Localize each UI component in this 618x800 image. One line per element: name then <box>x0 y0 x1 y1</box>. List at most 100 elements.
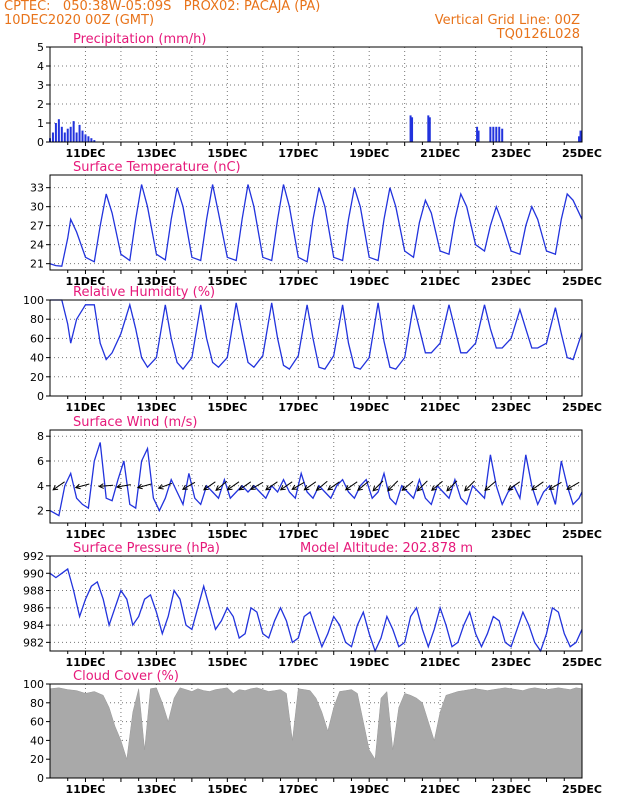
panel-title: Surface Temperature (nC) <box>73 160 241 175</box>
y-tick-label: 24 <box>30 239 44 252</box>
wind-arrow-shaft <box>316 480 328 491</box>
precip-bar <box>81 130 84 142</box>
y-tick-label: 100 <box>23 678 44 691</box>
precip-bar <box>495 126 498 142</box>
precip-bar <box>75 132 78 142</box>
x-tick-label: 17DEC <box>278 401 318 414</box>
y-tick-label: 2 <box>37 98 44 111</box>
panel-cloud-cover: 0 20 40 60 80 100 11DEC 13DEC 15DEC 17DEC 19DEC 21D… <box>23 669 602 796</box>
x-tick-label: 25DEC <box>562 783 602 796</box>
x-tick-label: 23DEC <box>491 656 531 669</box>
x-tick-label: 11DEC <box>65 147 105 160</box>
wind-arrow-head <box>303 485 310 491</box>
wind-arrow-shaft <box>357 480 369 491</box>
wind-arrow-head <box>372 485 379 492</box>
x-tick-label: 13DEC <box>136 275 176 288</box>
wind-arrow-shaft <box>446 480 458 492</box>
wind-arrow <box>291 481 305 490</box>
wind-arrow <box>203 481 216 491</box>
wind-arrow-head <box>115 483 122 490</box>
wind-arrow-shaft <box>158 482 173 489</box>
wind-arrow <box>238 481 252 491</box>
wind-arrow <box>431 480 443 491</box>
wind-arrow-head <box>387 485 393 492</box>
x-tick-label: 17DEC <box>278 656 318 669</box>
x-tick-label: 23DEC <box>491 783 531 796</box>
y-tick-label: 100 <box>23 294 44 307</box>
y-tick-label: 990 <box>23 567 44 580</box>
wind-arrow-head <box>446 485 452 492</box>
cloud-cover-area <box>49 687 583 779</box>
wind-arrow-shaft <box>291 481 305 490</box>
wind-arrow <box>344 481 358 491</box>
y-tick-label: 30 <box>30 201 44 214</box>
y-tick-label: 80 <box>30 313 44 326</box>
panel-precipitation: 0 1 2 3 4 5 11DEC 13DEC 15DEC 17DEC 19DEC 21DEC 23DE… <box>37 32 602 160</box>
header-location: CPTEC: 050:38W-05:09S PROX02: PACAJA (PA… <box>4 0 321 14</box>
wind-arrow <box>327 481 340 491</box>
panel-title: Cloud Cover (%) <box>73 669 179 684</box>
wind-arrow-shaft <box>304 481 317 491</box>
x-tick-label: 25DEC <box>562 656 602 669</box>
precip-bar <box>578 136 581 142</box>
wind-arrow-head <box>249 484 256 490</box>
x-tick-label: 11DEC <box>65 401 105 414</box>
series-line <box>49 442 583 517</box>
panel-frame <box>49 46 583 143</box>
precip-bar <box>54 123 57 142</box>
x-tick-label: 25DEC <box>562 275 602 288</box>
precip-bar <box>69 126 72 142</box>
x-tick-label: 13DEC <box>136 528 176 541</box>
y-tick-label: 27 <box>30 220 44 233</box>
x-tick-label: 19DEC <box>349 275 389 288</box>
x-tick-label: 19DEC <box>349 147 389 160</box>
x-tick-label: 15DEC <box>207 401 247 414</box>
y-tick-label: 4 <box>37 60 44 73</box>
y-tick-label: 0 <box>37 772 44 785</box>
panel-title: Surface Pressure (hPa) <box>73 541 220 556</box>
x-tick-label: 15DEC <box>207 656 247 669</box>
y-tick-label: 3 <box>37 79 44 92</box>
wind-arrow-shaft <box>327 481 340 491</box>
y-tick-label: 2 <box>37 505 44 518</box>
y-tick-label: 1 <box>37 117 44 130</box>
y-tick-label: 20 <box>30 371 44 384</box>
x-tick-label: 17DEC <box>278 783 318 796</box>
wind-arrow <box>226 481 240 491</box>
x-tick-label: 19DEC <box>349 656 389 669</box>
wind-arrow-shaft <box>431 480 443 491</box>
precip-bar <box>78 124 81 142</box>
precip-bar <box>87 136 90 142</box>
precip-bar <box>72 121 75 142</box>
x-tick-label: 13DEC <box>136 656 176 669</box>
wind-arrow-shaft <box>345 481 358 491</box>
wind-arrow-head <box>265 485 271 491</box>
wind-arrow-head <box>344 485 351 491</box>
x-tick-label: 13DEC <box>136 401 176 414</box>
x-tick-label: 21DEC <box>420 656 460 669</box>
wind-arrow-head <box>566 484 573 490</box>
series-line <box>50 299 583 371</box>
wind-arrow-head <box>157 484 164 490</box>
wind-arrow-shaft <box>182 481 196 490</box>
x-tick-label: 23DEC <box>491 401 531 414</box>
wind-arrow-head <box>464 485 470 492</box>
wind-arrow-head <box>98 483 104 489</box>
x-tick-label: 21DEC <box>420 147 460 160</box>
wind-arrow-shaft <box>549 481 562 490</box>
x-tick-label: 23DEC <box>491 275 531 288</box>
wind-arrow-shaft <box>116 484 131 488</box>
wind-arrow <box>484 480 497 491</box>
wind-arrow-shaft <box>387 480 399 492</box>
wind-arrow-head <box>136 483 143 490</box>
panel-frame <box>49 429 583 524</box>
x-tick-label: 15DEC <box>207 147 247 160</box>
wind-arrow <box>446 480 458 492</box>
wind-arrow <box>215 480 228 491</box>
panel-title: Precipitation (mm/h) <box>73 32 206 47</box>
wind-arrow-head <box>226 485 233 491</box>
y-tick-label: 60 <box>30 332 44 345</box>
y-tick-label: 988 <box>23 585 44 598</box>
header-datetime: 10DEC2020 00Z (GMT) <box>4 13 155 28</box>
wind-arrow-shaft <box>215 480 228 491</box>
